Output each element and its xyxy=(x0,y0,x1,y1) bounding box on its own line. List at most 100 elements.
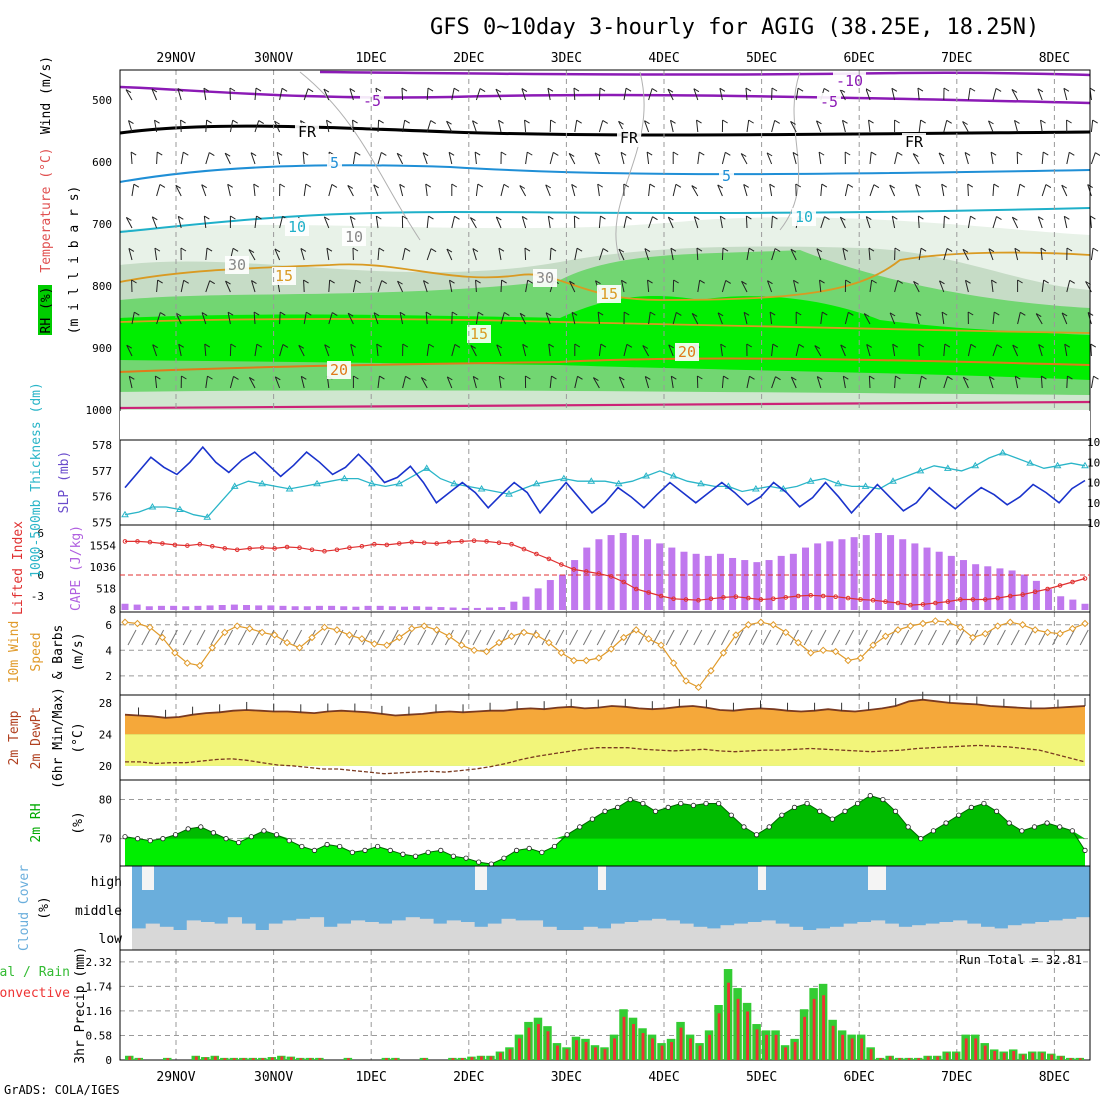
wind-axis-title: Wind (m/s) xyxy=(39,56,54,134)
wind-barb xyxy=(156,312,161,325)
wind-barb-flag xyxy=(920,119,926,124)
wind-barb xyxy=(201,312,207,325)
wind-barb xyxy=(594,152,600,165)
cape-bar xyxy=(668,547,676,610)
wind-barb xyxy=(180,119,182,133)
wind-barb xyxy=(623,216,627,229)
wind-barb-flag xyxy=(525,375,531,380)
wind-barb-flag xyxy=(944,343,951,348)
wind-barb-flag xyxy=(967,311,974,316)
low-cloud-bar xyxy=(953,920,968,950)
wind-barb xyxy=(125,217,133,229)
wind-barb-flag xyxy=(668,344,674,349)
wind-barb xyxy=(402,120,406,133)
wind-barb xyxy=(939,280,945,293)
precip-convective-bar xyxy=(1040,1052,1044,1060)
wind-barb xyxy=(818,152,822,165)
wind-barb-flag xyxy=(550,119,556,124)
wind-barb-flag xyxy=(250,152,257,157)
thickness-marker xyxy=(175,505,184,513)
wind-barb-flag xyxy=(177,88,184,92)
wind-barb xyxy=(254,120,260,133)
wind-barb-flag xyxy=(151,88,158,93)
contour-label-bg xyxy=(792,208,816,226)
wind-barbs-axis-title: & Barbs xyxy=(51,625,66,680)
precip-convective-bar xyxy=(613,1038,616,1060)
cape-bar xyxy=(121,603,129,610)
wind-barb-flag xyxy=(623,311,630,316)
wind-barb-flag xyxy=(155,375,161,380)
rh-marker xyxy=(1031,824,1038,830)
wind-barb xyxy=(426,216,429,229)
temp-axis-title: 2m Temp xyxy=(7,710,22,765)
precip-convective-bar xyxy=(850,1038,854,1060)
precip-convective-bar xyxy=(917,1058,921,1060)
wind-barb xyxy=(814,345,822,357)
wind-barb-flag xyxy=(1092,247,1099,252)
cape-bar xyxy=(644,539,652,610)
low-cloud-bar xyxy=(775,923,790,950)
cape-bar xyxy=(498,607,506,610)
wind-speed-marker xyxy=(769,621,778,629)
lifted-index-marker xyxy=(771,596,776,602)
wind-barb-flag xyxy=(399,311,406,316)
wind-barb-10m xyxy=(734,629,744,646)
lifted-index-marker xyxy=(185,543,190,548)
rh-marker xyxy=(602,808,608,814)
wind-barb-flag xyxy=(988,120,994,125)
wind-barb xyxy=(274,376,281,389)
cape-bar xyxy=(765,560,773,610)
isotherm-line xyxy=(119,85,1091,105)
precip-convective-bar xyxy=(993,1051,997,1060)
wind-barb xyxy=(1038,344,1043,357)
wind-barb xyxy=(177,216,182,229)
precip-convective-bar xyxy=(784,1047,788,1060)
wind-barb-flag xyxy=(699,279,705,284)
cape-bar xyxy=(182,606,190,610)
low-cloud-bar xyxy=(145,923,160,950)
precip-convective-bar xyxy=(1059,1056,1063,1060)
precip-convective-bar xyxy=(822,995,826,1060)
date-label-bottom: 3DEC xyxy=(551,1070,582,1085)
wind-barb-flag xyxy=(307,88,314,93)
contour-label-bg xyxy=(285,218,309,236)
wind-barb xyxy=(693,216,699,229)
precip-convective-bar xyxy=(689,1038,692,1060)
precip-convective-bar xyxy=(194,1056,198,1060)
date-label-bottom: 4DEC xyxy=(648,1070,679,1085)
wind-barb-flag xyxy=(1087,312,1094,316)
lifted-index-marker xyxy=(334,547,340,553)
wind-barb-flag xyxy=(946,119,952,124)
isotherm-label: -5 xyxy=(363,92,381,110)
wind-barb-flag xyxy=(232,247,239,252)
wind-barb xyxy=(495,216,502,229)
thickness-marker xyxy=(367,479,376,487)
lifted-index-axis-title: Lifted Index xyxy=(11,521,26,615)
cape-bar xyxy=(1020,574,1028,610)
wind-barb xyxy=(350,344,354,357)
below-ground-area xyxy=(120,411,1090,440)
temperature-line xyxy=(124,698,1086,719)
date-label-bottom: 7DEC xyxy=(941,1070,972,1085)
rh-marker xyxy=(526,845,532,852)
isotherm-label: 20 xyxy=(330,361,348,379)
lifted-index-marker xyxy=(197,541,203,547)
wind-barb-10m xyxy=(748,629,758,646)
wind-barb xyxy=(918,376,922,389)
wind-barb xyxy=(839,216,846,229)
wind-speed-marker xyxy=(495,638,503,647)
wind-barb-flag xyxy=(1038,216,1044,221)
wind-barb xyxy=(472,248,477,261)
wind-barb-flag xyxy=(352,119,358,124)
wind-barb xyxy=(375,216,379,229)
cape-bar xyxy=(692,553,700,610)
low-cloud-bar xyxy=(1062,918,1077,950)
isotherm-label: 5 xyxy=(330,154,339,172)
precip-convective-bar xyxy=(879,1058,883,1060)
wind-speed-marker xyxy=(395,633,403,642)
rh-marker xyxy=(804,800,810,807)
wind-barb-10m xyxy=(762,629,772,646)
wind-speed-marker xyxy=(632,626,640,634)
wind-barb-flag xyxy=(181,375,187,380)
wind-barb xyxy=(571,184,576,197)
